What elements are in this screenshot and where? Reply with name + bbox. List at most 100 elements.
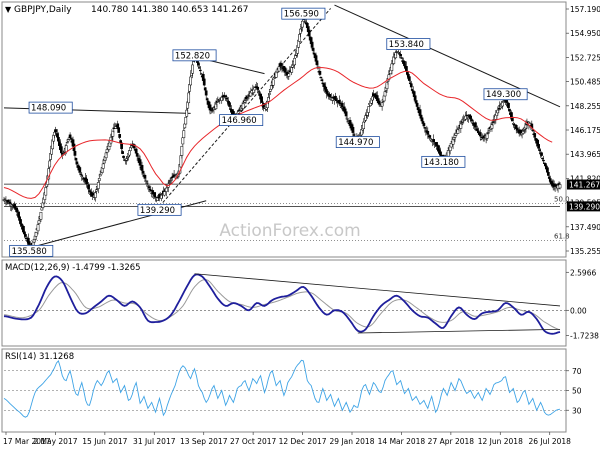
candle-body [64, 145, 68, 153]
candle-body [287, 73, 291, 77]
candle-body [59, 146, 63, 154]
swing-label-box [421, 155, 466, 168]
candle-body [48, 160, 52, 168]
candle-body [44, 187, 48, 196]
candle-body [490, 124, 494, 129]
watermark: ActionForex.com [219, 221, 360, 241]
swing-label-box [28, 101, 73, 114]
price-y-tick-label: 152.725 [570, 53, 600, 62]
candle-body [409, 83, 413, 88]
swing-label: 139.290 [140, 206, 175, 216]
candle-body [319, 76, 323, 79]
rsi-line [3, 359, 561, 418]
candle-body [328, 94, 331, 97]
candle-body [351, 127, 355, 133]
candle-body [57, 136, 60, 142]
swing-label: 148.090 [31, 104, 66, 114]
macd-y-tick-label: 2.5966 [570, 268, 596, 277]
candle-body [180, 145, 184, 156]
candle-body [459, 123, 463, 129]
candle-body [197, 62, 200, 66]
candle-body [515, 127, 519, 131]
x-tick-label: 31 Jul 2017 [133, 437, 176, 446]
candle-body [268, 93, 271, 95]
candle-body [94, 192, 97, 198]
header: ▼ GBPJPY,Daily 140.780 141.380 140.653 1… [5, 5, 248, 15]
macd-signal-line [3, 279, 561, 331]
macd-plot: 2.5966 0.00 -1.7238 [3, 268, 599, 341]
candle-body [96, 182, 100, 189]
candle-body [129, 145, 133, 149]
candle-body [540, 152, 543, 156]
candle-body [283, 67, 287, 73]
axes: 157.190 154.950 152.725 150.485 148.255 146.1… [3, 5, 600, 446]
candle-body [422, 123, 426, 127]
candle-body [182, 130, 186, 138]
candle-body [163, 191, 166, 196]
candle-body [390, 63, 394, 71]
swing-label: 152.820 [175, 51, 210, 61]
candle-body [118, 134, 122, 138]
swing-label-box [172, 49, 217, 62]
candle-body [435, 142, 438, 147]
candle-body [98, 174, 102, 177]
candle-body [73, 151, 77, 156]
x-tick-label: 29 Jan 2018 [330, 437, 375, 446]
candle-body [533, 133, 537, 138]
candle-body [298, 34, 301, 42]
candle-body [66, 139, 70, 142]
candle-body [432, 139, 435, 143]
x-tick-label: 13 Sep 2017 [180, 437, 228, 446]
swing-label-box [281, 7, 326, 20]
candle-body [191, 64, 194, 74]
candle-body [367, 106, 370, 113]
candle-body [74, 157, 78, 161]
candle-body [198, 69, 202, 72]
candle-body [407, 76, 411, 81]
candle-body [68, 134, 72, 138]
current-price-tag-box [567, 179, 600, 190]
candle-body [474, 122, 477, 128]
header-symbol-arrow: ▼ [5, 5, 12, 14]
candle-body [78, 167, 82, 173]
candle-body [34, 232, 38, 237]
candle-body [187, 92, 191, 104]
rsi-y-tick-label: 50 [572, 387, 582, 396]
candle-body [85, 178, 88, 185]
candle-body [256, 86, 260, 90]
candle-body [153, 192, 157, 197]
macd-trendline [194, 273, 561, 307]
macd-line [3, 273, 561, 335]
candle-body [362, 121, 366, 130]
candle-body [268, 89, 272, 92]
candle-body [203, 87, 207, 91]
candle-body [204, 90, 208, 96]
candle-body [15, 207, 18, 213]
candle-body [236, 111, 240, 114]
candle-body [399, 54, 402, 56]
rsi-y-tick-label: 30 [572, 406, 582, 415]
swing-label: 149.300 [486, 90, 521, 100]
candle-body [135, 153, 139, 157]
candle-body [454, 133, 458, 136]
candle-body [27, 241, 31, 245]
rsi-plot: 70 50 30 [3, 359, 582, 418]
header-quote: 140.780 141.380 140.653 141.267 [91, 5, 248, 15]
candle-body [312, 52, 316, 55]
candle-body [415, 102, 419, 107]
swing-label: 146.960 [222, 116, 257, 126]
swing-label: 143.180 [424, 158, 459, 168]
price-y-tick-label: 135.255 [570, 247, 600, 256]
candle-body [185, 109, 189, 117]
x-tick-label: 12 Dec 2017 [279, 437, 327, 446]
candle-body [228, 102, 231, 107]
candle-body [290, 67, 294, 73]
candle-body [241, 103, 245, 109]
moving-average-line [3, 66, 553, 199]
candle-body [132, 144, 136, 149]
macd-trendline [357, 328, 561, 334]
candle-body [202, 78, 206, 86]
candle-body [449, 143, 453, 148]
fib-level-label: 61.8 [554, 233, 570, 241]
swing-label-box [137, 203, 182, 216]
